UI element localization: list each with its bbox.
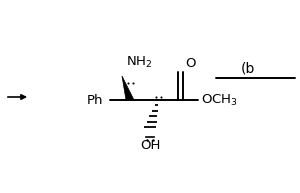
- Text: (b: (b: [241, 61, 255, 75]
- Text: OCH$_3$: OCH$_3$: [201, 92, 238, 108]
- Text: Ph: Ph: [87, 93, 103, 107]
- Text: O: O: [185, 57, 196, 70]
- Text: OH: OH: [140, 139, 160, 152]
- Polygon shape: [122, 76, 134, 100]
- Text: NH$_2$: NH$_2$: [126, 55, 152, 70]
